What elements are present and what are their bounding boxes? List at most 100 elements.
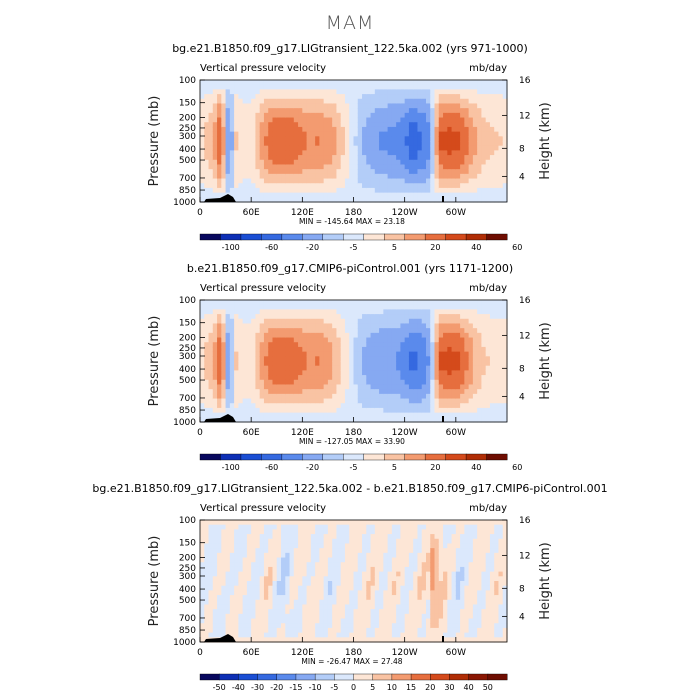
contour-cell xyxy=(259,300,265,306)
contour-cell xyxy=(327,183,333,189)
contour-cell xyxy=(259,314,265,320)
contour-cell xyxy=(447,187,453,194)
contour-cell xyxy=(383,89,389,95)
contour-cell xyxy=(344,543,350,549)
contour-cell xyxy=(272,361,278,367)
contour-cell xyxy=(460,365,465,371)
contour-cell xyxy=(366,361,372,367)
contour-cell xyxy=(255,623,261,629)
contour-cell xyxy=(366,398,372,404)
contour-cell xyxy=(468,314,474,320)
contour-cell xyxy=(229,304,235,310)
contour-cell xyxy=(225,375,231,381)
contour-cell xyxy=(472,361,478,367)
contour-cell xyxy=(430,84,436,90)
contour-cell xyxy=(293,627,299,634)
contour-cell xyxy=(477,94,483,100)
contour-cell xyxy=(225,361,231,367)
contour-cell xyxy=(306,534,312,540)
colorbar-swatch xyxy=(384,233,406,241)
contour-cell xyxy=(468,178,474,184)
contour-cell xyxy=(276,599,282,606)
contour-cell xyxy=(238,538,244,545)
contour-cell xyxy=(298,117,303,123)
contour-cell xyxy=(272,365,278,371)
contour-cell xyxy=(489,98,495,105)
contour-cell xyxy=(225,356,231,362)
contour-cell xyxy=(374,131,380,137)
contour-cell xyxy=(332,80,338,86)
contour-cell xyxy=(212,178,218,184)
contour-cell xyxy=(298,599,303,606)
contour-cell xyxy=(281,150,286,156)
contour-cell xyxy=(443,169,448,175)
contour-cell xyxy=(263,187,269,194)
contour-cell xyxy=(340,351,346,357)
contour-cell xyxy=(468,384,474,390)
contour-cell xyxy=(242,89,248,95)
contour-cell xyxy=(472,318,478,325)
contour-cell xyxy=(310,557,316,563)
contour-cell xyxy=(344,131,350,137)
contour-cell xyxy=(400,173,406,180)
contour-cell xyxy=(366,346,372,353)
contour-cell xyxy=(263,623,269,629)
contour-cell xyxy=(255,346,261,353)
contour-cell xyxy=(396,94,401,100)
contour-cell xyxy=(383,361,389,367)
contour-cell xyxy=(430,375,436,381)
contour-cell xyxy=(344,375,350,381)
contour-cell xyxy=(289,131,295,137)
contour-cell xyxy=(289,122,295,128)
contour-cell xyxy=(310,164,316,170)
contour-cell xyxy=(327,323,333,329)
contour-cell xyxy=(255,566,261,573)
contour-cell xyxy=(217,384,222,390)
contour-cell xyxy=(451,89,457,95)
contour-cell xyxy=(438,94,444,100)
contour-cell xyxy=(362,538,367,545)
contour-cell xyxy=(430,164,436,170)
contour-cell xyxy=(332,183,338,189)
contour-cell xyxy=(353,108,359,114)
contour-cell xyxy=(362,585,367,591)
contour-cell xyxy=(357,365,363,371)
contour-cell xyxy=(310,576,316,582)
contour-cell xyxy=(383,314,389,320)
contour-cell xyxy=(268,379,274,386)
contour-cell xyxy=(485,197,491,203)
contour-cell xyxy=(464,304,470,310)
contour-cell xyxy=(357,98,363,105)
contour-cell xyxy=(464,98,470,105)
contour-cell xyxy=(498,150,504,156)
contour-cell xyxy=(477,300,483,306)
contour-cell xyxy=(310,618,316,624)
contour-cell xyxy=(485,314,491,320)
colorbar-label: -60 xyxy=(265,243,278,252)
contour-cell xyxy=(391,126,397,133)
contour-cell xyxy=(447,131,453,137)
contour-cell xyxy=(242,370,248,376)
contour-cell xyxy=(477,342,483,348)
contour-cell xyxy=(489,393,495,400)
contour-cell xyxy=(246,599,252,606)
contour-cell xyxy=(276,412,282,418)
contour-cell xyxy=(434,361,440,367)
contour-cell xyxy=(242,590,248,596)
contour-cell xyxy=(276,403,282,409)
y-axis-label: Pressure (mb) xyxy=(147,316,162,407)
contour-cell xyxy=(204,384,210,390)
contour-cell xyxy=(289,145,295,151)
contour-cell xyxy=(276,590,282,596)
colorbar-swatch xyxy=(424,453,447,461)
contour-cell xyxy=(425,346,431,353)
contour-cell xyxy=(489,183,495,189)
contour-cell xyxy=(400,169,406,175)
contour-cell xyxy=(425,192,431,198)
contour-cell xyxy=(200,356,205,362)
contour-cell xyxy=(438,407,444,414)
contour-cell xyxy=(200,562,205,568)
contour-cell xyxy=(464,173,470,180)
contour-cell xyxy=(451,126,457,133)
contour-cell xyxy=(413,141,419,147)
